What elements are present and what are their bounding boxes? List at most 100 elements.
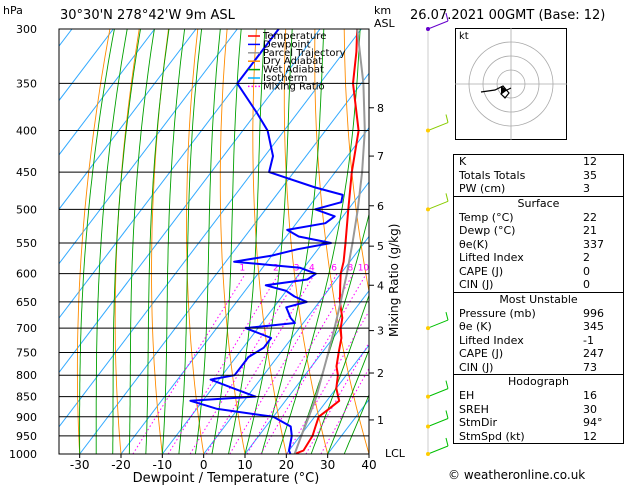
mixing-ratio-tick-label: 2 xyxy=(273,264,279,274)
wet-adiabat-line xyxy=(95,29,128,454)
dry-adiabat-line xyxy=(374,29,452,454)
surface-li-label: Lifted Index xyxy=(459,251,524,264)
isotherm-line xyxy=(203,235,369,454)
wind-barb-flag xyxy=(445,437,449,447)
pressure-tick-label: 400 xyxy=(16,125,37,138)
isotherm-line xyxy=(59,29,197,211)
sreh-value: 30 xyxy=(583,402,597,416)
surface-cape-value: 0 xyxy=(583,264,590,278)
isotherm-line xyxy=(285,344,369,454)
mixing-ratio-tick-label: 6 xyxy=(331,264,337,274)
wind-barb-shaft xyxy=(427,122,449,132)
pressure-tick-label: 900 xyxy=(16,411,37,424)
wind-barb-dot xyxy=(426,326,430,331)
wind-barb xyxy=(426,311,449,331)
isotherm-line xyxy=(59,29,156,156)
mu-cin-value: 73 xyxy=(583,360,597,374)
asl-unit-label: ASL xyxy=(374,17,395,30)
legend-label: Mixing Ratio xyxy=(263,81,325,92)
wet-adiabat-line xyxy=(343,393,369,454)
skewt-chart: 1 2 3 4 6 8 10 15 20 25 3003504004505005506006507… xyxy=(9,12,453,486)
wet-adiabat-line xyxy=(327,348,369,454)
wind-barb-shaft xyxy=(427,388,449,398)
wet-adiabat-line xyxy=(128,29,155,454)
pressure-tick-label: 650 xyxy=(16,296,37,309)
mixing-ratio-line xyxy=(260,273,367,454)
wet-adiabat-line xyxy=(261,29,325,454)
mixing-ratio-tick-label: 10 xyxy=(358,264,370,274)
mixing-ratio-tick-label: 25 xyxy=(414,264,425,274)
wind-barb-dot xyxy=(426,128,430,133)
km-tick-label: 1 xyxy=(377,414,384,427)
legend-label: Dry Adiabat xyxy=(263,56,322,67)
copyright-footer: © weatheronline.co.uk xyxy=(448,468,586,482)
totals-totals-value: 35 xyxy=(583,168,597,182)
stmspd-label: StmSpd (kt) xyxy=(459,429,525,443)
surface-cape-label: CAPE (J) xyxy=(459,264,504,278)
surface-block: Surface Temp (°C) 22 Dewp (°C) 21 θe(K) 337… xyxy=(453,195,624,293)
k-index-label: K xyxy=(459,155,467,168)
surface-cin-label: CIN (J) xyxy=(459,278,494,291)
hodograph-table-title: Hodograph xyxy=(508,375,569,388)
mixing-ratio-line xyxy=(305,341,369,454)
totals-totals-label: Totals Totals xyxy=(459,168,526,182)
legend-label: Temperature xyxy=(262,31,326,42)
wind-barb-shaft xyxy=(427,200,449,210)
mu-cape-label: CAPE (J) xyxy=(459,347,504,360)
isotherm-line xyxy=(161,181,369,454)
stmdir-label: StmDir xyxy=(459,416,498,429)
mixing-ratio-tick-label: 20 xyxy=(400,264,412,274)
legend-label: Isotherm xyxy=(263,73,307,84)
dry-adiabat-line xyxy=(252,29,287,454)
wind-barb-shaft xyxy=(427,445,449,455)
wet-adiabat-line xyxy=(294,212,369,454)
dry-adiabat-line xyxy=(432,29,453,454)
pressure-tick-label: 300 xyxy=(16,23,37,36)
km-tick-label: 5 xyxy=(377,240,384,253)
mixing-ratio-tick-label: 3 xyxy=(294,264,300,274)
km-tick-label: 7 xyxy=(377,150,384,163)
pressure-tick-label: 950 xyxy=(16,430,37,443)
mu-thetae-label: θe (K) xyxy=(459,320,492,333)
legend-label: Dewpoint xyxy=(263,39,311,50)
surface-li-value: 2 xyxy=(583,251,590,264)
location-title: 30°30'N 278°42'W 9m ASL xyxy=(60,8,235,23)
wet-adiabat-line xyxy=(161,29,186,454)
lcl-label: LCL xyxy=(385,447,406,460)
hodograph-table-block: Hodograph EH 16 SREH 30 StmDir 94° StmSpd (… xyxy=(453,374,624,444)
wind-barb-flag xyxy=(445,380,449,389)
surface-title: Surface xyxy=(517,196,560,210)
wet-adiabat-line xyxy=(194,29,221,454)
km-tick-label: 6 xyxy=(377,200,384,213)
wet-adiabat-line xyxy=(79,29,115,454)
mixing-ratio-tick-label: 4 xyxy=(309,264,315,274)
wind-barb-dot xyxy=(426,207,430,212)
surface-thetae-label: θe(K) xyxy=(459,237,489,251)
x-tick-label: 40 xyxy=(361,458,376,472)
x-tick-label: 0 xyxy=(200,458,208,472)
wet-adiabat-line xyxy=(178,29,203,454)
eh-value: 16 xyxy=(583,389,597,402)
wind-barb-flag xyxy=(445,12,449,22)
surface-temp-label: Temp (°C) xyxy=(459,210,514,224)
x-axis-label: Dewpoint / Temperature (°C) xyxy=(133,471,320,486)
wind-barb xyxy=(426,410,449,429)
dry-adiabat-line xyxy=(76,29,111,454)
pressure-tick-label: 1000 xyxy=(9,448,37,461)
hodograph-unit-label: kt xyxy=(459,31,469,42)
wind-barb xyxy=(426,437,449,456)
x-tick-label: 20 xyxy=(279,458,294,472)
mu-pressure-label: Pressure (mb) xyxy=(459,306,536,320)
pressure-tick-label: 350 xyxy=(16,77,37,90)
wind-barb-shaft xyxy=(427,319,449,329)
storm-motion-marker xyxy=(501,86,507,94)
pressure-tick-label: 600 xyxy=(16,268,37,281)
mixing-ratio-tick-label: 1 xyxy=(240,264,246,274)
x-tick-label: 30 xyxy=(320,458,335,472)
pw-label: PW (cm) xyxy=(459,182,506,195)
wind-barb-flag xyxy=(445,410,449,419)
surface-thetae-value: 337 xyxy=(583,237,604,251)
dry-adiabat-line xyxy=(343,29,369,294)
k-index-value: 12 xyxy=(583,155,597,168)
pressure-tick-label: 800 xyxy=(16,369,37,382)
